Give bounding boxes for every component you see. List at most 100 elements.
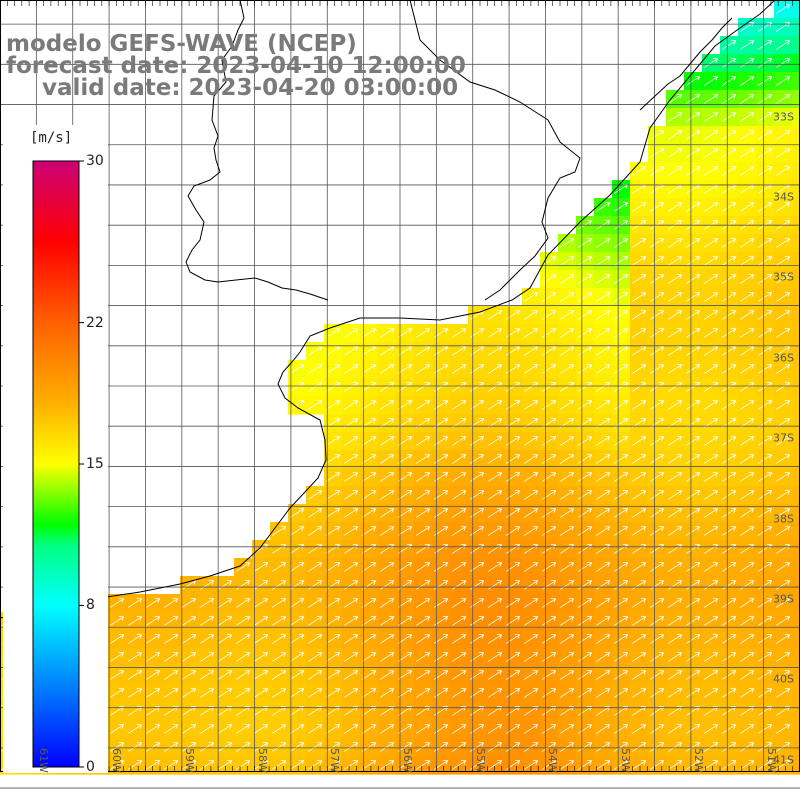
wind-cell bbox=[504, 666, 523, 685]
wind-cell bbox=[270, 684, 289, 703]
wind-arrow bbox=[397, 562, 413, 572]
wind-arrow bbox=[721, 562, 737, 572]
wind-cell bbox=[756, 648, 775, 667]
wind-cell bbox=[756, 234, 775, 253]
wind-arrow bbox=[739, 490, 755, 500]
wind-cell bbox=[630, 378, 649, 397]
wind-cell bbox=[486, 576, 505, 595]
wind-cell bbox=[450, 432, 469, 451]
wind-cell bbox=[738, 36, 757, 55]
wind-cell bbox=[504, 306, 523, 325]
wind-cell bbox=[594, 558, 613, 577]
wind-cell bbox=[486, 414, 505, 433]
wind-arrow bbox=[739, 256, 755, 266]
wind-cell bbox=[648, 414, 667, 433]
wind-cell bbox=[522, 540, 541, 559]
longitude-label: 51W bbox=[764, 748, 778, 773]
wind-cell bbox=[720, 432, 739, 451]
colorbar-tick: 0 bbox=[86, 759, 95, 775]
wind-arrow bbox=[775, 724, 791, 734]
wind-cell bbox=[720, 378, 739, 397]
wind-cell bbox=[702, 396, 721, 415]
wind-cell bbox=[594, 684, 613, 703]
wind-arrow bbox=[649, 580, 665, 590]
wind-cell bbox=[612, 270, 631, 289]
wind-cell bbox=[378, 738, 397, 757]
wind-cell bbox=[648, 270, 667, 289]
wind-cell bbox=[342, 558, 361, 577]
wind-cell bbox=[648, 648, 667, 667]
wind-arrow bbox=[685, 598, 701, 608]
wind-cell bbox=[450, 630, 469, 649]
wind-arrow bbox=[523, 688, 539, 698]
wind-cell bbox=[684, 576, 703, 595]
wind-cell bbox=[306, 396, 325, 415]
wind-cell bbox=[792, 108, 800, 127]
wind-cell bbox=[684, 666, 703, 685]
wind-arrow bbox=[775, 634, 791, 644]
wind-arrow bbox=[595, 670, 611, 680]
coastline-east bbox=[409, 0, 581, 301]
wind-cell bbox=[558, 396, 577, 415]
wind-arrow bbox=[361, 436, 377, 446]
wind-cell bbox=[468, 378, 487, 397]
wind-arrow bbox=[649, 652, 665, 662]
wind-cell bbox=[396, 648, 415, 667]
wind-cell bbox=[612, 648, 631, 667]
wind-cell bbox=[198, 738, 217, 757]
wind-cell bbox=[342, 612, 361, 631]
wind-arrow bbox=[415, 508, 431, 518]
wind-cell bbox=[198, 594, 217, 613]
wind-cell bbox=[162, 720, 181, 739]
wind-arrow bbox=[631, 328, 647, 338]
wind-arrow bbox=[757, 508, 773, 518]
wind-arrow bbox=[253, 760, 269, 770]
wind-cell bbox=[432, 558, 451, 577]
wind-cell bbox=[720, 180, 739, 199]
wind-cell bbox=[630, 414, 649, 433]
wind-cell bbox=[378, 702, 397, 721]
wind-arrow bbox=[559, 724, 575, 734]
wind-cell bbox=[702, 594, 721, 613]
wind-cell bbox=[702, 234, 721, 253]
wind-cell bbox=[612, 666, 631, 685]
wind-cell bbox=[702, 72, 721, 91]
wind-cell bbox=[198, 630, 217, 649]
wind-cell bbox=[396, 432, 415, 451]
wind-cell bbox=[432, 540, 451, 559]
wind-arrow bbox=[577, 742, 593, 752]
wind-cell bbox=[774, 630, 793, 649]
wind-cell bbox=[720, 648, 739, 667]
wind-cell bbox=[612, 612, 631, 631]
wind-arrow bbox=[685, 274, 701, 284]
wind-arrow bbox=[397, 472, 413, 482]
wind-cell bbox=[486, 360, 505, 379]
wind-cell bbox=[648, 450, 667, 469]
wind-cell bbox=[702, 576, 721, 595]
wind-cell bbox=[702, 306, 721, 325]
wind-arrow bbox=[343, 742, 359, 752]
wind-arrow bbox=[721, 256, 737, 266]
wind-cell bbox=[126, 648, 145, 667]
wind-arrow bbox=[505, 580, 521, 590]
wind-arrow bbox=[739, 94, 755, 104]
wind-cell bbox=[504, 630, 523, 649]
wind-cell bbox=[792, 504, 800, 523]
wind-arrow bbox=[775, 292, 791, 302]
coastline-lagoon bbox=[639, 17, 733, 111]
wind-cell bbox=[342, 720, 361, 739]
wind-arrow bbox=[559, 238, 575, 248]
wind-cell bbox=[666, 432, 685, 451]
wind-cell bbox=[666, 468, 685, 487]
wind-arrow bbox=[505, 652, 521, 662]
wind-arrow bbox=[361, 346, 377, 356]
wind-arrow bbox=[685, 238, 701, 248]
wind-arrow bbox=[343, 364, 359, 374]
wind-arrow bbox=[505, 598, 521, 608]
wind-arrow bbox=[721, 40, 737, 50]
wind-arrow bbox=[289, 634, 305, 644]
wind-cell bbox=[468, 540, 487, 559]
wind-cell bbox=[486, 630, 505, 649]
wind-cell bbox=[360, 684, 379, 703]
wind-cell bbox=[576, 252, 595, 271]
